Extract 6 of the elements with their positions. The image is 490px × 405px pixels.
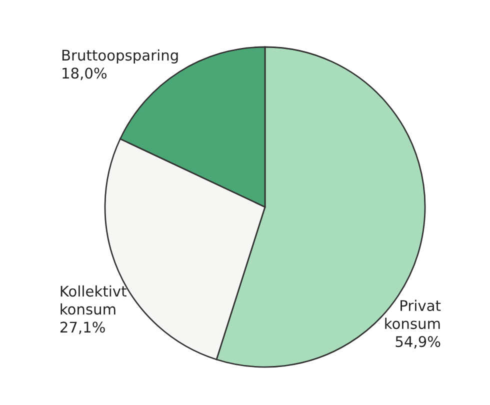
data-label: 54,9%: [396, 336, 440, 349]
slice-label: Privat konsum: [385, 300, 441, 330]
data-label: 18,0%: [62, 68, 107, 80]
data-label: 27,1%: [60, 322, 105, 334]
slice-label: Bruttoopsparing: [62, 49, 178, 64]
slice-label: Kollektivt konsum: [60, 285, 126, 315]
